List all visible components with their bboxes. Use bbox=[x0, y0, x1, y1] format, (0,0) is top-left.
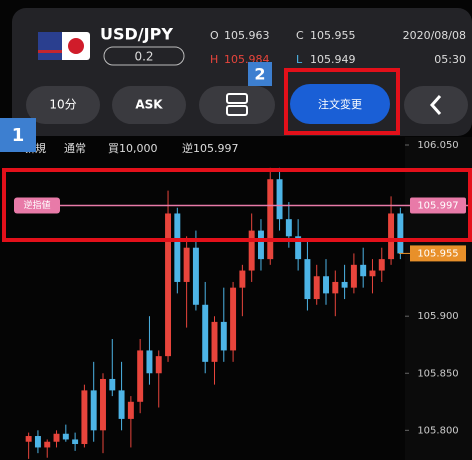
candle-body bbox=[25, 436, 32, 442]
flag bbox=[38, 32, 90, 60]
stop-label-box bbox=[14, 197, 60, 214]
candle-body bbox=[313, 276, 320, 300]
interval[interactable]: 10分 bbox=[49, 98, 76, 112]
candle-body bbox=[174, 213, 181, 282]
y-tick-label: 106.050 bbox=[417, 140, 458, 151]
highlight-box bbox=[2, 168, 472, 242]
candle-body bbox=[192, 247, 199, 305]
order-price: 逆105.997 bbox=[182, 141, 239, 155]
stop-label: 逆指値 bbox=[23, 199, 50, 211]
candle-body bbox=[81, 390, 88, 445]
axis-panel bbox=[405, 137, 472, 460]
candle-body bbox=[90, 390, 97, 431]
candle-body bbox=[276, 179, 283, 220]
candle-body bbox=[127, 401, 134, 419]
candle-body bbox=[220, 321, 227, 351]
back-icon bbox=[429, 95, 442, 115]
candle-body bbox=[62, 433, 69, 440]
candle-body bbox=[146, 350, 153, 374]
candle-body bbox=[397, 213, 404, 254]
order-amount: 買10,000 bbox=[108, 142, 158, 155]
highlight-box bbox=[284, 68, 400, 135]
candle-body bbox=[53, 433, 60, 442]
candle-body bbox=[202, 304, 209, 362]
candle-body bbox=[304, 259, 311, 300]
candle-body bbox=[72, 439, 79, 445]
candle-body bbox=[34, 436, 41, 448]
current-price-box bbox=[410, 245, 466, 262]
candle-body bbox=[341, 281, 348, 288]
open: 105.963 bbox=[224, 29, 270, 42]
candle-body bbox=[165, 213, 172, 357]
current-price: 105.955 bbox=[417, 248, 458, 259]
candle-body bbox=[285, 219, 292, 237]
candle-body bbox=[267, 179, 274, 260]
candle-body bbox=[211, 321, 218, 362]
badge-label: 2 bbox=[254, 65, 265, 84]
candle-body bbox=[100, 378, 106, 431]
candle-body bbox=[388, 213, 395, 260]
interval-button[interactable] bbox=[26, 86, 100, 124]
candle-body bbox=[118, 390, 125, 419]
candle-body bbox=[332, 281, 339, 294]
candle-body bbox=[44, 441, 51, 448]
candle-body bbox=[257, 230, 264, 260]
close: 105.955 bbox=[310, 29, 356, 42]
candle-body bbox=[239, 270, 246, 288]
y-tick-label: 105.900 bbox=[417, 311, 458, 322]
low-label: L bbox=[296, 53, 303, 66]
high-label: H bbox=[210, 53, 218, 66]
chart: 106.050 105.900 105.850 105.800 逆指値 105.997 10… bbox=[14, 137, 472, 460]
date: 2020/08/08 bbox=[403, 29, 466, 42]
back-button[interactable] bbox=[404, 86, 468, 124]
close-label: C bbox=[296, 29, 304, 42]
badge bbox=[0, 118, 36, 152]
spread: 0.2 bbox=[134, 50, 153, 64]
time: 05:30 bbox=[434, 53, 466, 66]
spread-box bbox=[103, 46, 185, 66]
candle-body bbox=[183, 247, 190, 282]
candle-body bbox=[323, 276, 329, 294]
candle-body bbox=[350, 264, 357, 288]
candle-body bbox=[295, 236, 302, 260]
stop-price: 105.997 bbox=[417, 200, 458, 211]
low: 105.949 bbox=[310, 53, 356, 66]
side[interactable]: ASK bbox=[135, 98, 163, 112]
y-tick-label: 105.850 bbox=[417, 368, 458, 379]
layout-icon bbox=[226, 93, 248, 116]
order-change-button[interactable] bbox=[290, 84, 390, 124]
order-exec: 通常 bbox=[64, 142, 86, 155]
candle-body bbox=[230, 287, 237, 351]
candle-body bbox=[109, 378, 116, 391]
order-change[interactable]: 注文変更 bbox=[318, 97, 362, 111]
candle-body bbox=[369, 270, 376, 277]
candle-body bbox=[155, 356, 162, 374]
candle-body bbox=[378, 259, 385, 271]
badge-label: 1 bbox=[12, 125, 25, 146]
badge bbox=[248, 62, 272, 86]
candle-body bbox=[248, 230, 255, 271]
y-tick-label: 105.800 bbox=[417, 425, 458, 436]
stop-price-box bbox=[410, 197, 466, 214]
side-button[interactable] bbox=[112, 86, 186, 124]
pair: USD/JPY bbox=[100, 25, 173, 44]
open-label: O bbox=[210, 29, 219, 42]
candle-body bbox=[137, 350, 144, 402]
candle-body bbox=[360, 264, 367, 277]
